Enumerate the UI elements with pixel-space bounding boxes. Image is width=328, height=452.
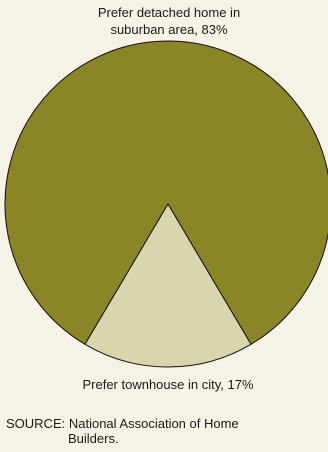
source-line2: Builders. <box>68 431 119 446</box>
slice-label-suburban-line1: Prefer detached home in <box>97 5 241 20</box>
slice-label-suburban: Prefer detached home in suburban area, 8… <box>84 4 254 38</box>
pie-slice-suburban <box>4 40 328 345</box>
slice-label-townhouse: Prefer townhouse in city, 17% <box>82 377 254 392</box>
source-line1: SOURCE: National Association of Home <box>6 416 239 431</box>
pie-chart <box>4 40 328 368</box>
pie-slice-townhouse <box>84 203 252 368</box>
source-note: SOURCE: National Association of Home Bui… <box>6 416 239 446</box>
slice-label-suburban-line2: suburban area, 83% <box>110 22 228 37</box>
